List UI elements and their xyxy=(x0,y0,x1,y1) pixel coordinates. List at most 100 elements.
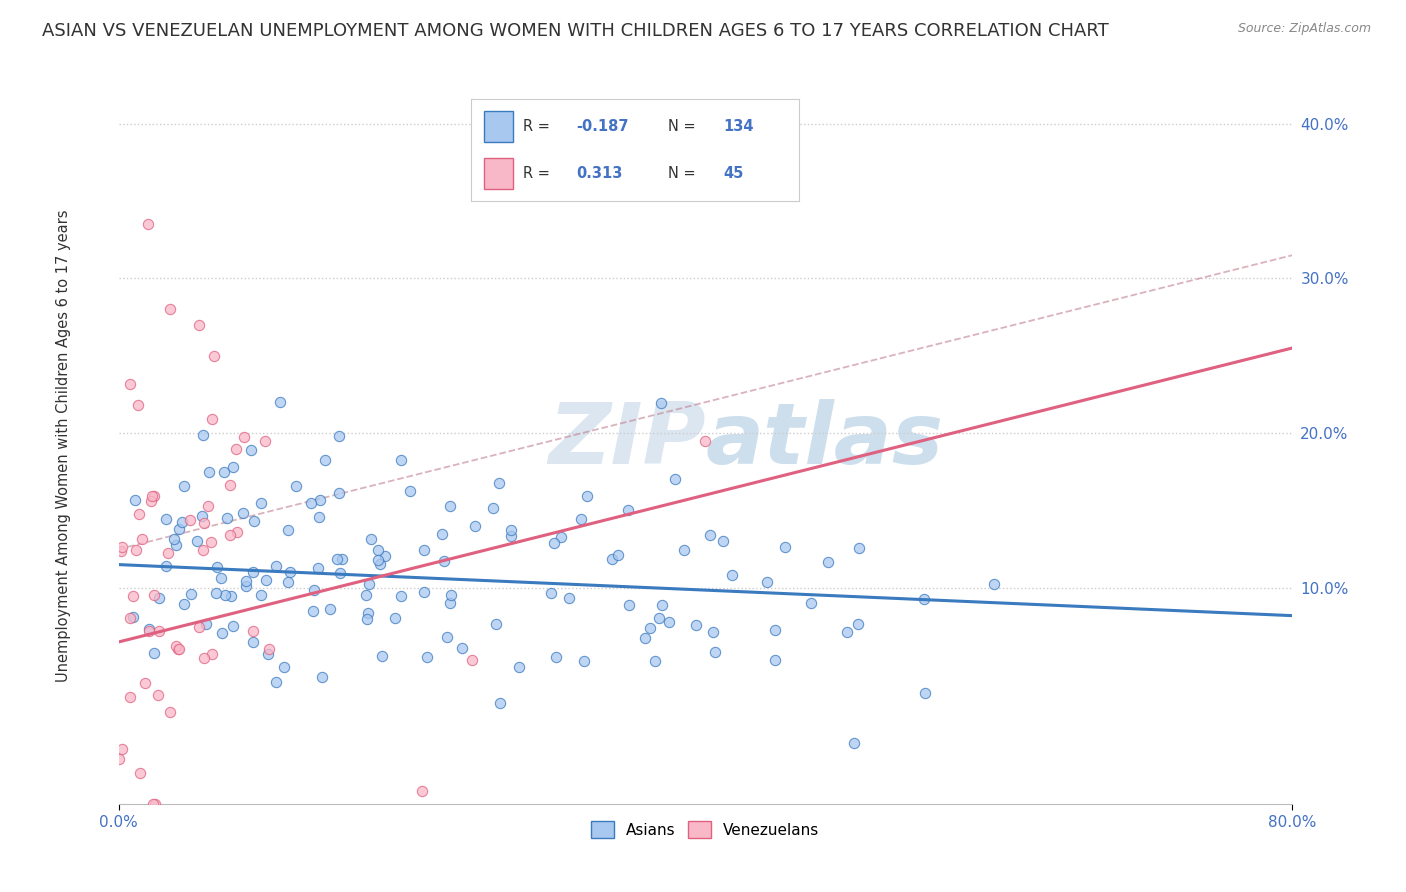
Point xyxy=(193,543,215,558)
Point xyxy=(173,597,195,611)
Point xyxy=(384,611,406,625)
Point xyxy=(328,429,350,443)
Point xyxy=(319,601,342,615)
Point xyxy=(367,553,389,567)
Point xyxy=(122,589,145,603)
Point xyxy=(664,472,686,486)
Point xyxy=(219,589,242,603)
Point xyxy=(122,610,145,624)
Point xyxy=(191,509,214,524)
Point xyxy=(167,522,190,536)
Point xyxy=(148,591,170,605)
Point xyxy=(558,591,581,606)
Point xyxy=(433,554,456,568)
Point xyxy=(775,540,797,554)
Point xyxy=(259,642,281,657)
Point xyxy=(250,588,273,602)
Point xyxy=(211,625,233,640)
Point xyxy=(195,617,218,632)
Point xyxy=(302,604,325,618)
Point xyxy=(640,621,662,635)
Point xyxy=(173,479,195,493)
Point xyxy=(159,706,181,720)
Point xyxy=(756,575,779,590)
Point xyxy=(198,466,221,480)
Point xyxy=(143,489,166,503)
Point xyxy=(143,588,166,602)
Point xyxy=(450,640,472,655)
Point xyxy=(842,736,865,750)
Point xyxy=(167,641,190,656)
Point xyxy=(703,645,725,659)
Point xyxy=(118,690,141,705)
Point xyxy=(368,557,391,571)
Point xyxy=(658,615,681,629)
Point xyxy=(111,742,134,756)
Point xyxy=(235,579,257,593)
Point xyxy=(374,549,396,563)
Point xyxy=(411,784,433,798)
Point xyxy=(308,510,330,524)
Point xyxy=(277,524,299,538)
Point xyxy=(128,766,150,780)
Point xyxy=(134,676,156,690)
Point xyxy=(912,591,935,606)
Point xyxy=(302,582,325,597)
Point xyxy=(232,429,254,443)
Point xyxy=(240,442,263,457)
Point xyxy=(215,511,238,525)
Point xyxy=(254,434,277,448)
Point xyxy=(464,518,486,533)
Point xyxy=(200,534,222,549)
Point xyxy=(499,529,522,543)
Point xyxy=(243,514,266,528)
Point xyxy=(202,349,225,363)
Point xyxy=(356,606,378,620)
Point xyxy=(273,660,295,674)
Point xyxy=(204,585,226,599)
Point xyxy=(311,670,333,684)
Point xyxy=(389,590,412,604)
Point xyxy=(430,526,453,541)
Point xyxy=(264,559,287,574)
Point xyxy=(143,797,166,812)
Point xyxy=(436,630,458,644)
Point xyxy=(330,552,353,566)
Point xyxy=(209,572,232,586)
Point xyxy=(141,494,163,508)
Point xyxy=(179,513,201,527)
Point xyxy=(721,567,744,582)
Point xyxy=(218,478,240,492)
Point xyxy=(277,575,299,590)
Point xyxy=(193,651,215,665)
Point xyxy=(235,574,257,589)
Point xyxy=(201,647,224,661)
Point xyxy=(249,496,271,510)
Point xyxy=(131,532,153,546)
Point xyxy=(848,541,870,556)
Point xyxy=(197,499,219,513)
Point xyxy=(242,624,264,638)
Point xyxy=(127,398,149,412)
Point xyxy=(188,620,211,634)
Point xyxy=(138,622,160,636)
Point xyxy=(648,611,671,625)
Point xyxy=(148,624,170,639)
Point xyxy=(413,542,436,557)
Point xyxy=(481,500,503,515)
Point xyxy=(314,453,336,467)
Point xyxy=(191,428,214,442)
Point xyxy=(354,588,377,602)
Point xyxy=(360,532,382,546)
Point xyxy=(118,376,141,391)
Point xyxy=(983,577,1005,591)
Point xyxy=(606,548,628,562)
Point xyxy=(544,649,567,664)
Point xyxy=(817,555,839,569)
Point xyxy=(569,512,592,526)
Point xyxy=(111,541,134,555)
Point xyxy=(108,752,131,766)
Point xyxy=(110,544,132,558)
Text: ASIAN VS VENEZUELAN UNEMPLOYMENT AMONG WOMEN WITH CHILDREN AGES 6 TO 17 YEARS CO: ASIAN VS VENEZUELAN UNEMPLOYMENT AMONG W… xyxy=(42,22,1109,40)
Point xyxy=(269,395,291,409)
